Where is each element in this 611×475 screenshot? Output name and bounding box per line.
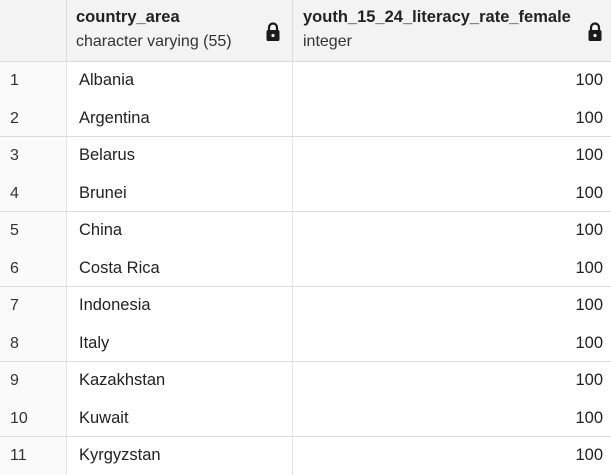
table-row[interactable]: 11 Kyrgyzstan 100 [0,437,611,475]
column-type: character varying (55) [76,33,232,50]
row-number[interactable]: 10 [0,399,67,436]
table-row[interactable]: 8 Italy 100 [0,324,611,362]
table-row[interactable]: 2 Argentina 100 [0,99,611,137]
cell-country-area[interactable]: Belarus [67,137,293,175]
cell-literacy-rate[interactable]: 100 [575,371,603,389]
column-header-country-area[interactable]: country_area character varying (55) [67,0,293,61]
cell-literacy-rate[interactable]: 100 [575,296,603,314]
cell-literacy-rate[interactable]: 100 [575,408,603,427]
column-name: country_area [76,8,180,26]
cell-country-area[interactable]: Italy [67,324,293,361]
cell-literacy-rate[interactable]: 100 [575,108,603,127]
cell-country-area[interactable]: Costa Rica [67,249,293,286]
cell-country-area[interactable]: Kazakhstan [67,362,293,400]
row-number[interactable]: 11 [0,437,67,475]
column-name: youth_15_24_literacy_rate_female [303,8,571,26]
row-number[interactable]: 9 [0,362,67,400]
row-number[interactable]: 5 [0,212,67,250]
table-row[interactable]: 3 Belarus 100 [0,137,611,175]
row-number[interactable]: 4 [0,174,67,211]
row-number[interactable]: 7 [0,287,67,325]
row-number[interactable]: 3 [0,137,67,175]
cell-country-area[interactable]: Brunei [67,174,293,211]
row-number[interactable]: 6 [0,249,67,286]
table-row[interactable]: 10 Kuwait 100 [0,399,611,437]
grid-body: 1 Albania 100 2 Argentina 100 3 Belarus 100 4 Brun… [0,62,611,475]
table-row[interactable]: 5 China 100 [0,212,611,250]
cell-country-area[interactable]: Kuwait [67,399,293,436]
row-number[interactable]: 2 [0,99,67,136]
table-row[interactable]: 4 Brunei 100 [0,174,611,212]
cell-country-area[interactable]: Kyrgyzstan [67,437,293,475]
table-row[interactable]: 6 Costa Rica 100 [0,249,611,287]
table-row[interactable]: 9 Kazakhstan 100 [0,362,611,400]
cell-literacy-rate[interactable]: 100 [575,258,603,277]
cell-country-area[interactable]: China [67,212,293,250]
cell-literacy-rate[interactable]: 100 [575,333,603,352]
cell-country-area[interactable]: Argentina [67,99,293,136]
row-number-header[interactable] [0,0,67,61]
cell-literacy-rate[interactable]: 100 [575,71,603,89]
lock-icon [266,22,280,41]
row-number[interactable]: 8 [0,324,67,361]
grid-header: country_area character varying (55) yout… [0,0,611,62]
table-row[interactable]: 1 Albania 100 [0,62,611,100]
row-number[interactable]: 1 [0,62,67,100]
cell-literacy-rate[interactable]: 100 [575,183,603,202]
column-type: integer [303,33,352,50]
cell-literacy-rate[interactable]: 100 [575,146,603,164]
column-header-youth-literacy-female[interactable]: youth_15_24_literacy_rate_female integer [293,0,611,61]
table-row[interactable]: 7 Indonesia 100 [0,287,611,325]
cell-literacy-rate[interactable]: 100 [575,446,603,464]
lock-icon [588,22,602,41]
cell-country-area[interactable]: Indonesia [67,287,293,325]
cell-country-area[interactable]: Albania [67,62,293,100]
cell-literacy-rate[interactable]: 100 [575,221,603,239]
